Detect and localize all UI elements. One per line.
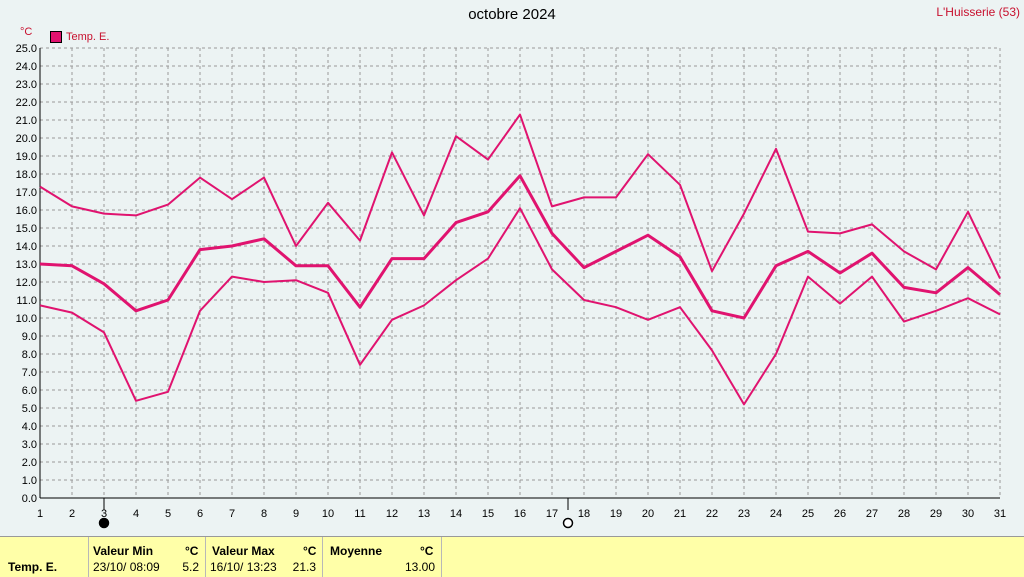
y-axis-unit: °C xyxy=(20,26,33,38)
x-tick-label: 21 xyxy=(674,508,686,520)
avg-header: Moyenne xyxy=(330,544,383,558)
x-tick-label: 27 xyxy=(866,508,878,520)
y-tick-label: 4.0 xyxy=(22,421,37,433)
series-line-min xyxy=(39,207,1001,406)
x-tick-label: 24 xyxy=(770,508,782,520)
y-tick-label: 21.0 xyxy=(16,115,37,127)
y-tick-label: 17.0 xyxy=(16,187,37,199)
stats-row-label: Temp. E. xyxy=(8,560,58,574)
y-tick-label: 0.0 xyxy=(22,493,37,505)
x-tick-label: 26 xyxy=(834,508,846,520)
legend-label: Temp. E. xyxy=(66,31,110,43)
y-tick-label: 20.0 xyxy=(16,133,37,145)
min-value: 5.2 xyxy=(182,560,199,574)
series-line-moyenne xyxy=(39,174,1001,320)
x-tick-label: 10 xyxy=(322,508,334,520)
y-tick-label: 14.0 xyxy=(16,241,37,253)
x-tick-label: 11 xyxy=(354,508,365,520)
x-tick-label: 28 xyxy=(898,508,910,520)
x-tick-label: 16 xyxy=(514,508,526,520)
min-datetime: 23/10/ 08:09 xyxy=(93,560,160,574)
y-tick-label: 12.0 xyxy=(16,277,37,289)
y-tick-label: 5.0 xyxy=(22,403,37,415)
x-tick-label: 6 xyxy=(197,508,203,520)
x-tick-label: 20 xyxy=(642,508,654,520)
new-moon-icon xyxy=(98,517,110,529)
y-tick-label: 9.0 xyxy=(22,331,37,343)
max-unit: °C xyxy=(303,544,317,558)
y-tick-label: 8.0 xyxy=(22,349,37,361)
stats-row-label-cell: Temp. E. xyxy=(0,537,89,577)
y-tick-label: 15.0 xyxy=(16,223,37,235)
y-tick-label: 2.0 xyxy=(22,457,37,469)
x-tick-label: 17 xyxy=(546,508,558,520)
temperature-chart: 0.01.02.03.04.05.06.07.08.09.010.011.012… xyxy=(16,43,1006,529)
x-tick-label: 13 xyxy=(418,508,430,520)
y-tick-label: 7.0 xyxy=(22,367,37,379)
x-tick-label: 12 xyxy=(386,508,398,520)
x-tick-label: 4 xyxy=(133,508,139,520)
x-tick-label: 2 xyxy=(69,508,75,520)
max-datetime: 16/10/ 13:23 xyxy=(210,560,277,574)
x-tick-label: 30 xyxy=(962,508,974,520)
avg-value: 13.00 xyxy=(404,560,435,574)
max-value: 21.3 xyxy=(292,560,316,574)
legend-swatch xyxy=(50,31,62,43)
avg-unit: °C xyxy=(420,544,434,558)
x-tick-label: 31 xyxy=(994,508,1006,520)
x-tick-label: 9 xyxy=(293,508,299,520)
y-tick-label: 11.0 xyxy=(16,295,37,307)
legend: Temp. E. xyxy=(50,31,109,43)
y-tick-label: 13.0 xyxy=(16,259,37,271)
series-line-max xyxy=(39,113,1001,279)
x-tick-label: 8 xyxy=(261,508,267,520)
x-tick-label: 29 xyxy=(930,508,942,520)
stats-min-cell: Valeur Min °C 23/10/ 08:09 5.2 xyxy=(89,537,206,577)
min-unit: °C xyxy=(185,544,199,558)
full-moon-icon xyxy=(562,517,574,529)
x-tick-label: 18 xyxy=(578,508,590,520)
x-tick-label: 22 xyxy=(706,508,718,520)
x-tick-label: 15 xyxy=(482,508,494,520)
x-tick-label: 25 xyxy=(802,508,814,520)
x-tick-label: 5 xyxy=(165,508,171,520)
y-tick-label: 18.0 xyxy=(16,169,37,181)
stats-avg-cell: Moyenne °C 13.00 xyxy=(323,537,442,577)
y-tick-label: 3.0 xyxy=(22,439,37,451)
y-tick-label: 23.0 xyxy=(16,79,37,91)
chart-title: octobre 2024 xyxy=(468,6,556,23)
y-tick-label: 25.0 xyxy=(16,43,37,55)
y-tick-label: 10.0 xyxy=(16,313,37,325)
station-name: L'Huisserie (53) xyxy=(936,5,1020,19)
min-header: Valeur Min xyxy=(93,544,154,558)
stats-max-cell: Valeur Max °C 16/10/ 13:23 21.3 xyxy=(206,537,323,577)
x-tick-label: 23 xyxy=(738,508,750,520)
y-tick-label: 19.0 xyxy=(16,151,37,163)
x-tick-label: 1 xyxy=(37,508,43,520)
y-tick-label: 16.0 xyxy=(16,205,37,217)
x-tick-label: 14 xyxy=(450,508,462,520)
y-tick-label: 22.0 xyxy=(16,97,37,109)
y-tick-label: 1.0 xyxy=(22,475,37,487)
x-tick-label: 3 xyxy=(101,508,107,520)
x-tick-label: 19 xyxy=(610,508,622,520)
x-tick-label: 7 xyxy=(229,508,235,520)
max-header: Valeur Max xyxy=(212,544,275,558)
stats-panel: Temp. E. Valeur Min °C 23/10/ 08:09 5.2 … xyxy=(0,536,1024,577)
y-tick-label: 24.0 xyxy=(16,61,37,73)
y-tick-label: 6.0 xyxy=(22,385,37,397)
